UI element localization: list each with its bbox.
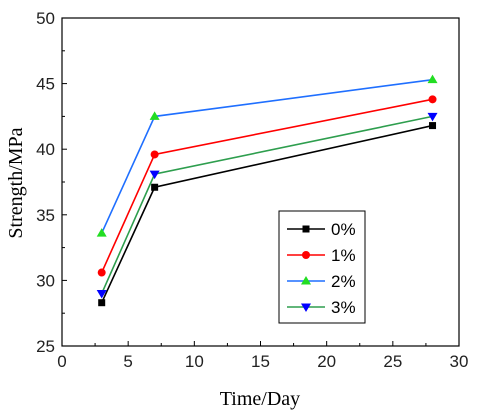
data-point — [151, 183, 159, 191]
data-point — [427, 112, 438, 122]
data-point — [150, 150, 159, 159]
legend-item: 3% — [287, 298, 356, 317]
legend-item: 1% — [287, 246, 356, 265]
series-3 — [96, 112, 438, 299]
data-point — [96, 290, 107, 299]
data-point — [97, 268, 106, 277]
x-axis-title: Time/Day — [220, 388, 300, 410]
data-point — [429, 122, 437, 130]
x-tick-label: 30 — [450, 352, 469, 371]
y-tick-label: 30 — [36, 271, 55, 290]
y-tick-label: 45 — [36, 75, 55, 94]
y-axis-ticks: 25 30 35 40 45 50 — [36, 9, 67, 356]
legend-marker — [302, 225, 310, 233]
legend-label: 2% — [331, 272, 356, 291]
legend-label: 0% — [331, 220, 356, 239]
series-line — [100, 124, 433, 304]
data-point — [149, 170, 160, 180]
legend-label: 3% — [331, 298, 356, 317]
series-1 — [97, 95, 437, 277]
y-tick-label: 25 — [36, 337, 55, 356]
x-tick-label: 10 — [185, 352, 204, 371]
legend-label: 1% — [331, 246, 356, 265]
series-layer — [96, 74, 438, 307]
legend-item: 0% — [287, 220, 356, 239]
series-2 — [96, 74, 438, 237]
x-tick-label: 5 — [123, 352, 132, 371]
data-point — [149, 111, 160, 120]
y-axis-title: Strength/MPa — [5, 127, 27, 238]
series-0 — [98, 122, 437, 307]
y-tick-label: 35 — [36, 206, 55, 225]
data-point — [98, 299, 106, 307]
data-point — [427, 74, 438, 84]
legend-marker — [301, 276, 311, 285]
x-tick-label: 25 — [383, 352, 402, 371]
x-tick-label: 20 — [317, 352, 336, 371]
series-line — [100, 115, 433, 294]
legend: 0% 1% 2% 3% — [278, 210, 366, 324]
x-tick-label: 0 — [57, 352, 66, 371]
y-tick-label: 40 — [36, 140, 55, 159]
data-point — [96, 228, 107, 237]
legend-marker — [301, 303, 311, 312]
plot-border — [61, 17, 460, 347]
x-tick-label: 15 — [251, 352, 270, 371]
plot-frame — [61, 17, 460, 347]
legend-item: 2% — [287, 272, 356, 291]
y-tick-label: 50 — [36, 9, 55, 28]
legend-marker — [302, 251, 310, 259]
data-point — [428, 95, 437, 104]
x-axis-ticks: 0 5 10 15 20 25 30 — [57, 341, 468, 371]
